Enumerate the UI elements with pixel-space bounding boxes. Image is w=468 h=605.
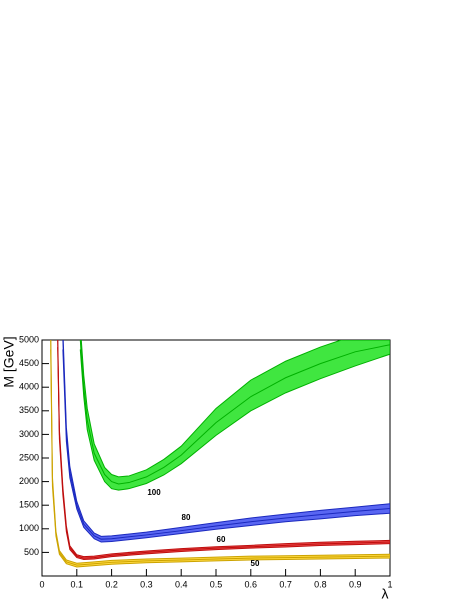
x-tick-label: 0.2 [105, 579, 118, 589]
y-tick-label: 5000 [19, 334, 39, 344]
band-label: 60 [217, 535, 226, 544]
band-center-line [79, 340, 390, 485]
y-tick-label: 2000 [19, 476, 39, 486]
x-tick-label: 0 [39, 579, 44, 589]
x-tick-label: 1 [387, 579, 392, 589]
band-center-line [50, 340, 390, 566]
band-label: 100 [147, 488, 161, 497]
x-tick-label: 0.8 [314, 579, 327, 589]
x-tick-label: 0.1 [71, 579, 84, 589]
x-tick-label: 0.7 [279, 579, 292, 589]
band-label: 80 [182, 513, 191, 522]
bands [50, 340, 390, 568]
x-axis-title: λ [382, 586, 389, 602]
y-axis-title: M [GeV] [1, 336, 17, 387]
y-tick-label: 3000 [19, 429, 39, 439]
band-area [80, 340, 390, 491]
y-tick-label: 2500 [19, 452, 39, 462]
band-edge-line [79, 349, 390, 491]
y-tick-label: 4000 [19, 382, 39, 392]
y-tick-label: 3500 [19, 405, 39, 415]
y-tick-label: 4500 [19, 358, 39, 368]
band-label: 50 [251, 559, 260, 568]
y-tick-label: 1000 [19, 523, 39, 533]
band-edge-line [62, 349, 390, 543]
band-edge-line [62, 340, 390, 537]
x-tick-label: 0.9 [349, 579, 362, 589]
x-tick-label: 0.5 [210, 579, 223, 589]
band-edge-line [80, 340, 343, 478]
band-center-line [57, 340, 390, 559]
band-center-line [62, 340, 390, 540]
x-tick-label: 0.3 [140, 579, 153, 589]
y-tick-label: 1500 [19, 500, 39, 510]
y-tick-label: 500 [24, 547, 39, 557]
x-tick-label: 0.4 [175, 579, 188, 589]
x-tick-label: 0.6 [245, 579, 258, 589]
